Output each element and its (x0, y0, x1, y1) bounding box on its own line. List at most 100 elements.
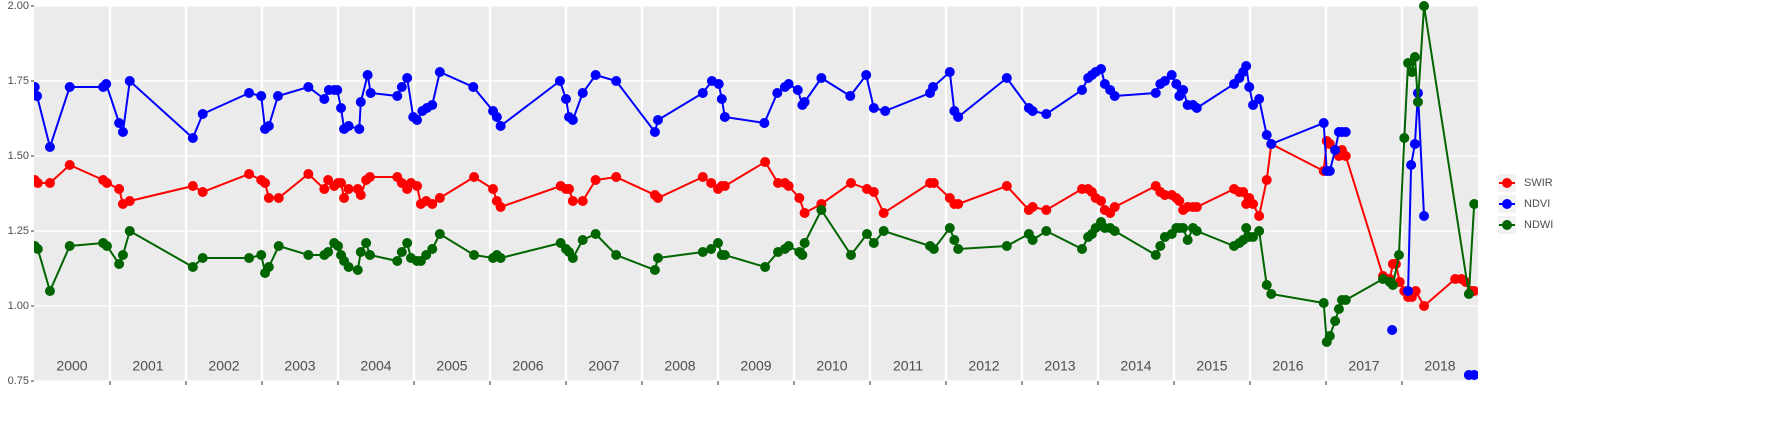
series-point (260, 178, 271, 188)
series-point (590, 175, 601, 185)
series-point (577, 88, 588, 98)
series-point (577, 235, 588, 245)
series-point (343, 262, 354, 272)
series-point (1155, 241, 1166, 251)
series-point (44, 178, 55, 188)
series-point (1261, 280, 1272, 290)
plot-layer (34, 1, 1478, 380)
series-point (124, 196, 135, 206)
series-point (845, 91, 856, 101)
series-point (1333, 304, 1344, 314)
year-label: 2009 (740, 358, 771, 374)
series-point (197, 253, 208, 263)
series-point (1174, 196, 1185, 206)
series-point (1406, 160, 1417, 170)
series-point (719, 250, 730, 260)
series-point (34, 91, 43, 101)
series-point (263, 121, 274, 131)
series-point (1001, 73, 1012, 83)
series-point (64, 160, 75, 170)
series-point (187, 181, 198, 191)
series-point (303, 250, 314, 260)
series-point (944, 67, 955, 77)
series-point (1463, 289, 1474, 299)
series-point (1266, 139, 1277, 149)
series-point (1041, 226, 1052, 236)
series-point (1001, 241, 1012, 251)
series-point (1248, 199, 1259, 209)
series-point (434, 193, 445, 203)
legend-label: NDWI (1524, 219, 1553, 231)
series-point (1150, 88, 1161, 98)
series-point (101, 79, 112, 89)
series-point (64, 241, 75, 251)
series-point (846, 178, 856, 188)
series-point (706, 178, 717, 188)
series-point (124, 226, 135, 236)
series-point (799, 97, 810, 107)
series-point (772, 88, 783, 98)
series-point (1406, 67, 1417, 77)
series-point (364, 250, 375, 260)
series-point (1166, 70, 1177, 80)
series-point (783, 181, 794, 191)
series-point (1096, 196, 1107, 206)
series-point (1409, 139, 1420, 149)
series-point (928, 82, 939, 92)
series-point (1469, 370, 1478, 380)
year-label: 2017 (1348, 358, 1379, 374)
series-point (953, 199, 964, 209)
series-point (783, 79, 794, 89)
series-point (1419, 211, 1430, 221)
series-point (1266, 289, 1277, 299)
y-tick-label: 1.50 (8, 150, 29, 162)
series-point (34, 178, 43, 188)
series-point (760, 262, 771, 272)
series-point (868, 238, 879, 248)
series-point (333, 241, 343, 251)
series-point (878, 208, 889, 218)
year-label: 2013 (1044, 358, 1075, 374)
year-label: 2004 (360, 358, 391, 374)
series-point (187, 262, 198, 272)
series-point (336, 178, 347, 188)
series-point (611, 250, 622, 260)
series-point (1096, 64, 1107, 74)
year-label: 2015 (1196, 358, 1227, 374)
series-point (868, 103, 879, 113)
series-point (427, 100, 438, 110)
series-point (339, 193, 350, 203)
series-point (928, 244, 939, 254)
series-point (434, 229, 445, 239)
series-point (716, 94, 727, 104)
series-point (1109, 202, 1120, 212)
year-label: 2016 (1272, 358, 1303, 374)
series-point (362, 70, 373, 80)
series-point (713, 238, 723, 248)
series-point (1324, 331, 1335, 341)
y-tick-label: 1.00 (8, 300, 29, 312)
series-point (1393, 250, 1404, 260)
series-point (861, 229, 872, 239)
series-point (554, 76, 565, 86)
year-label: 2000 (56, 358, 87, 374)
series-point (649, 265, 660, 275)
series-point (1191, 103, 1202, 113)
series-point (392, 91, 403, 101)
series-point (495, 253, 506, 263)
year-label: 2014 (1120, 358, 1151, 374)
series-point (332, 85, 343, 95)
series-point (488, 184, 499, 194)
series-point (1238, 187, 1249, 197)
series-point (427, 244, 438, 254)
series-point (1001, 181, 1012, 191)
series-point (1041, 205, 1052, 215)
series-point (272, 91, 283, 101)
year-label: 2010 (816, 358, 847, 374)
series-point (336, 103, 347, 113)
series-point (816, 205, 827, 215)
legend-point (1502, 178, 1512, 188)
series-point (273, 193, 284, 203)
series-point (101, 178, 112, 188)
series-point (1254, 226, 1265, 236)
